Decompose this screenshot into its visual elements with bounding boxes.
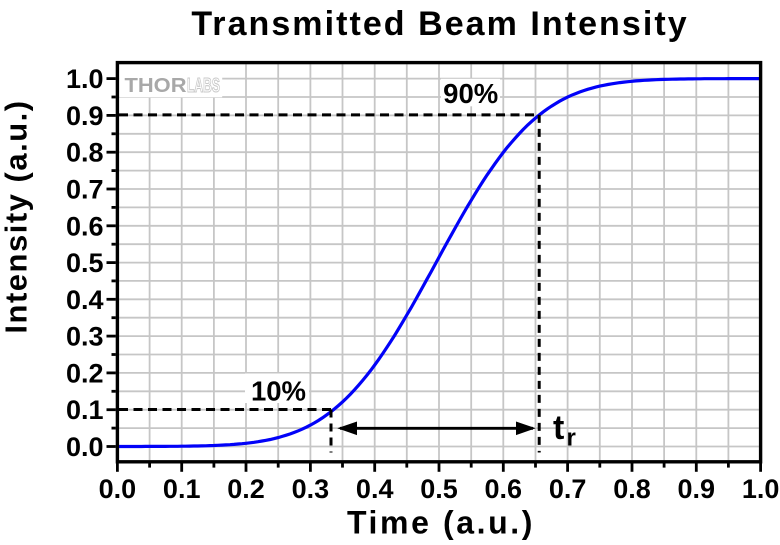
svg-text:0.1: 0.1 (66, 395, 104, 425)
svg-text:10%: 10% (251, 376, 306, 407)
svg-text:0.7: 0.7 (549, 474, 587, 504)
svg-text:0.9: 0.9 (678, 474, 716, 504)
svg-text:Intensity (a.u.): Intensity (a.u.) (0, 99, 34, 333)
svg-text:0.0: 0.0 (99, 474, 137, 504)
svg-text:0.9: 0.9 (66, 101, 104, 131)
svg-text:0.8: 0.8 (613, 474, 651, 504)
svg-text:0.3: 0.3 (292, 474, 330, 504)
svg-text:0.0: 0.0 (66, 432, 104, 462)
svg-text:1.0: 1.0 (66, 64, 104, 94)
svg-text:r: r (567, 424, 576, 451)
svg-text:0.8: 0.8 (66, 138, 104, 168)
svg-text:0.5: 0.5 (66, 248, 104, 278)
svg-text:t: t (553, 409, 564, 447)
svg-text:0.3: 0.3 (66, 322, 104, 352)
svg-text:0.4: 0.4 (356, 474, 394, 504)
svg-text:Time (a.u.): Time (a.u.) (347, 504, 535, 540)
svg-text:1.0: 1.0 (742, 474, 780, 504)
svg-text:0.4: 0.4 (66, 285, 104, 315)
svg-text:0.1: 0.1 (163, 474, 201, 504)
svg-text:0.7: 0.7 (66, 175, 104, 205)
svg-text:Transmitted Beam Intensity: Transmitted Beam Intensity (191, 5, 688, 43)
svg-text:0.2: 0.2 (66, 358, 104, 388)
svg-text:LABS: LABS (187, 74, 220, 97)
svg-text:0.2: 0.2 (227, 474, 265, 504)
svg-text:0.6: 0.6 (66, 211, 104, 241)
svg-text:0.5: 0.5 (420, 474, 458, 504)
svg-text:0.6: 0.6 (485, 474, 523, 504)
svg-text:THOR: THOR (125, 74, 187, 97)
svg-text:90%: 90% (443, 78, 498, 109)
